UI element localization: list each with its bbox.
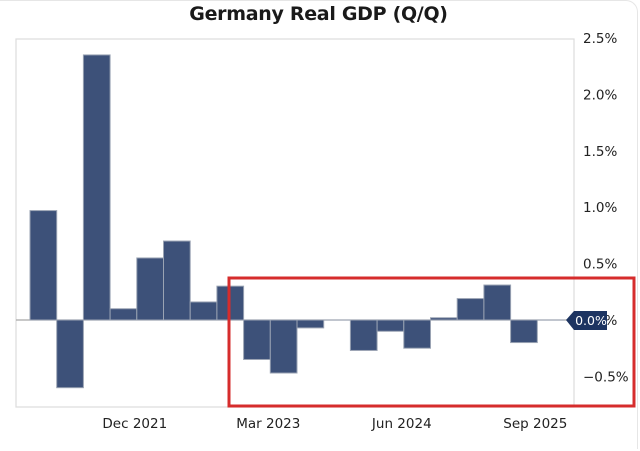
bar[interactable]: [510, 319, 538, 344]
bar[interactable]: [109, 308, 138, 321]
bar[interactable]: [269, 319, 298, 374]
chart-title: Germany Real GDP (Q/Q): [189, 3, 448, 25]
y-tick-label: 2.5%: [583, 31, 617, 47]
bar[interactable]: [82, 54, 111, 321]
y-tick-label: 0.5%: [583, 257, 617, 273]
y-tick-label: 2.0%: [583, 87, 617, 103]
bar[interactable]: [376, 319, 405, 332]
bar[interactable]: [430, 317, 458, 321]
bar[interactable]: [349, 319, 378, 351]
last-value-label: 0.0%: [575, 313, 607, 328]
x-tick-label: Jun 2024: [371, 416, 432, 432]
y-tick-label: −0.5%: [583, 369, 629, 385]
bar[interactable]: [243, 319, 271, 360]
x-tick-label: Dec 2021: [102, 416, 167, 432]
x-tick-label: Mar 2023: [236, 416, 300, 432]
bar[interactable]: [163, 240, 191, 321]
last-value-badge: [566, 311, 607, 330]
highlight-box: [227, 276, 636, 408]
bar[interactable]: [403, 319, 431, 349]
bar[interactable]: [136, 257, 165, 321]
y-tick-label: 1.5%: [583, 144, 617, 160]
bar[interactable]: [296, 319, 325, 329]
y-tick-label: 1.0%: [583, 200, 617, 216]
bar[interactable]: [483, 284, 512, 321]
bar[interactable]: [56, 319, 84, 389]
x-tick-label: Sep 2025: [503, 416, 567, 432]
bar[interactable]: [189, 301, 218, 321]
bar[interactable]: [29, 210, 58, 321]
bar[interactable]: [456, 298, 485, 321]
